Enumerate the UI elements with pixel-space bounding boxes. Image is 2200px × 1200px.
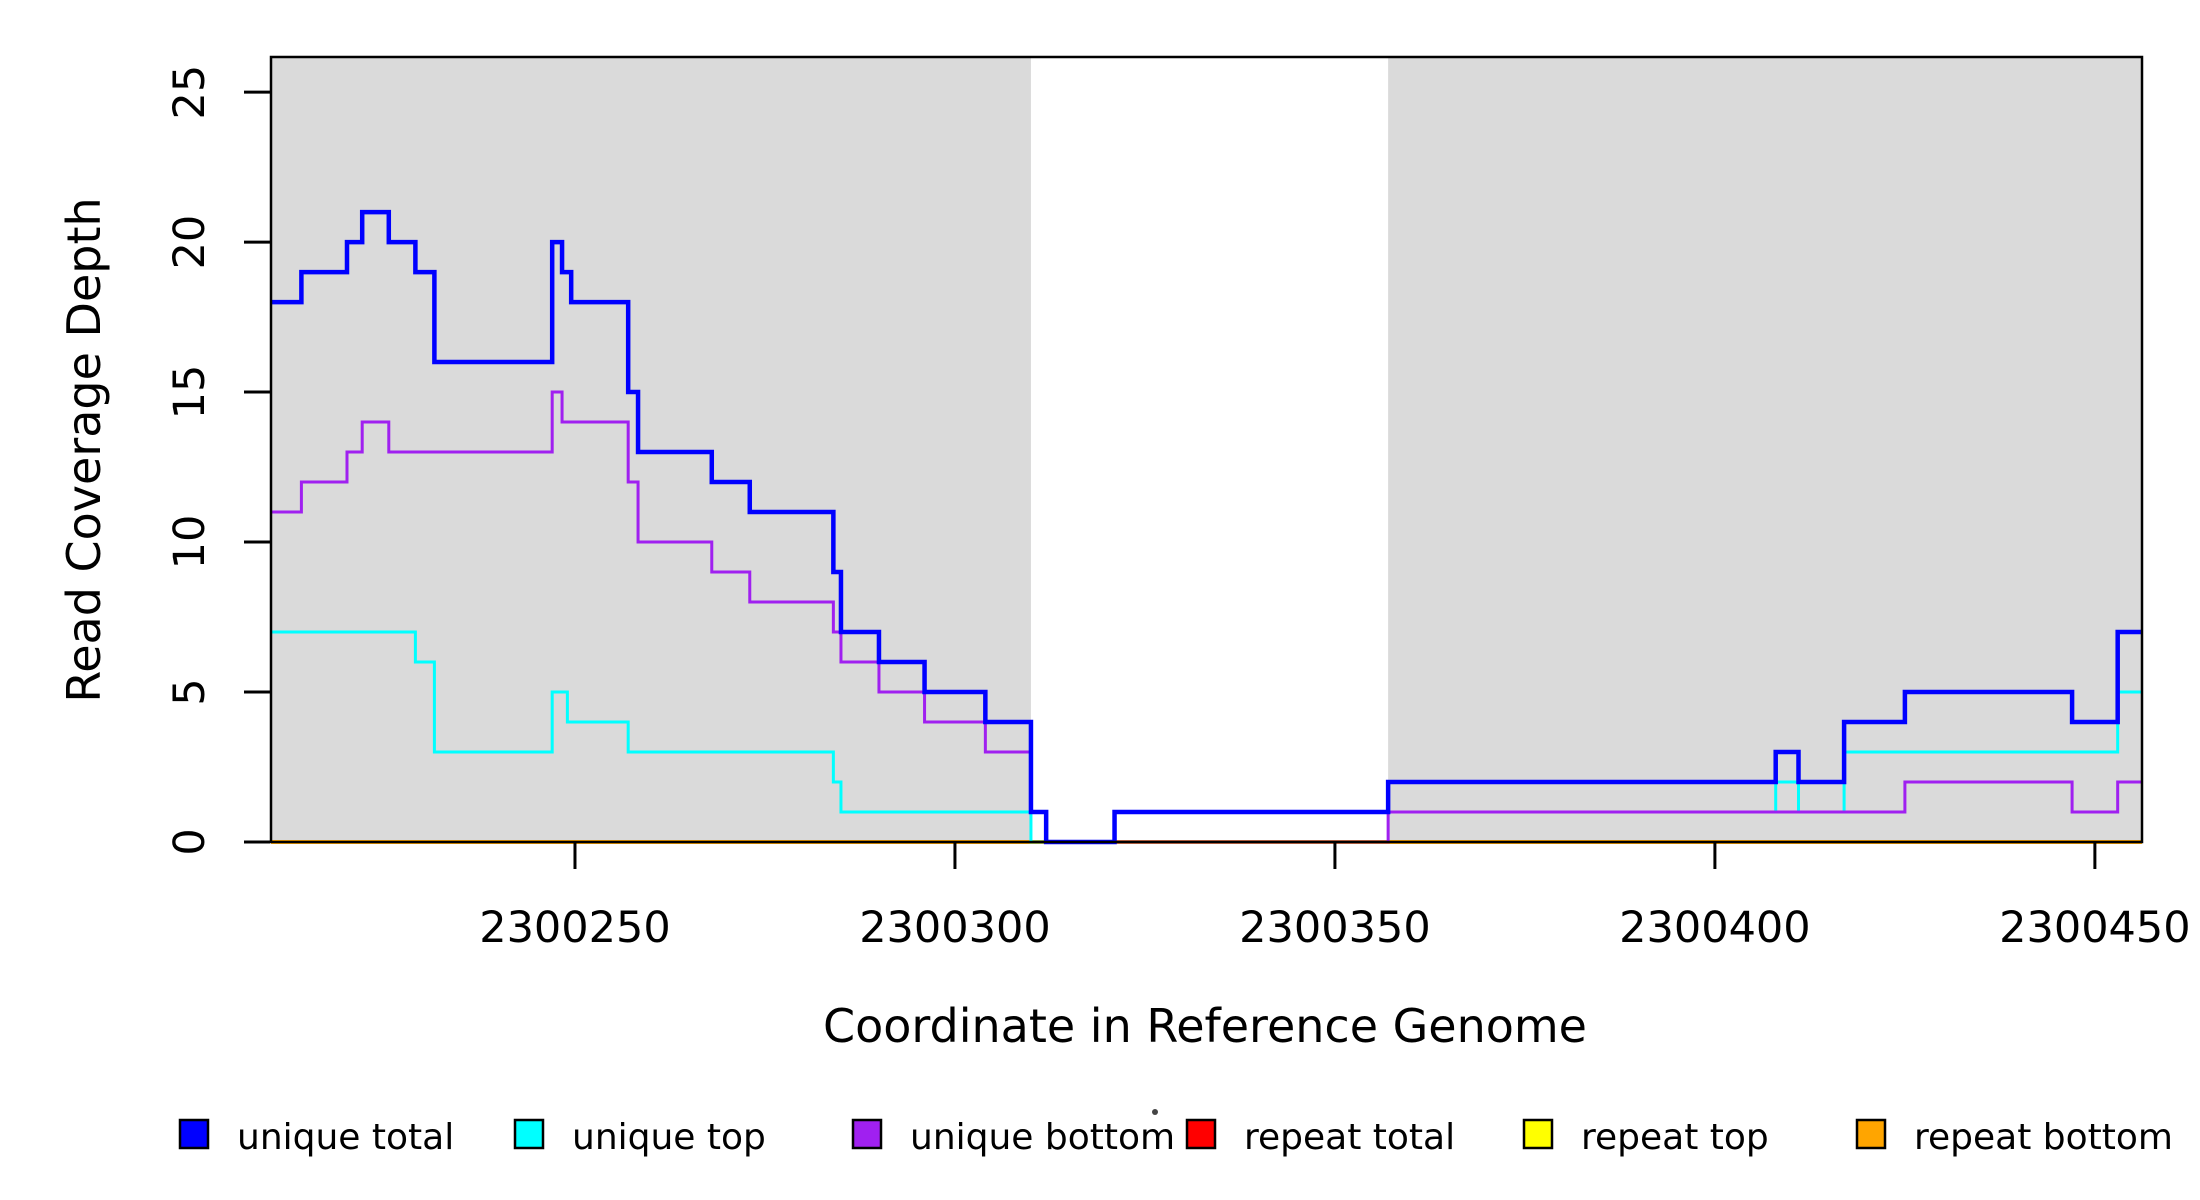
stray-dot bbox=[1152, 1109, 1158, 1115]
legend-swatch-unique-total bbox=[178, 1118, 210, 1150]
y-tick-label: 15 bbox=[165, 365, 215, 420]
legend-swatch-unique-top bbox=[513, 1118, 545, 1150]
y-tick-label: 0 bbox=[165, 828, 215, 855]
shaded-regions bbox=[271, 57, 2142, 842]
y-axis-ticks: 0 5 10 15 20 25 bbox=[165, 65, 270, 856]
legend-item-label: unique bottom bbox=[910, 1117, 1175, 1158]
shaded-region bbox=[271, 57, 1031, 842]
x-axis-title: Coordinate in Reference Genome bbox=[823, 999, 1587, 1053]
legend-item-label: repeat top bbox=[1581, 1117, 1769, 1158]
legend-swatch-repeat-top bbox=[1522, 1118, 1554, 1150]
x-axis-ticks: 2300250 2300300 2300350 2300400 2300450 bbox=[479, 843, 2191, 953]
legend-item-label: repeat bottom bbox=[1914, 1117, 2173, 1158]
legend-item-label: repeat total bbox=[1244, 1117, 1455, 1158]
x-tick-label: 2300300 bbox=[859, 903, 1051, 953]
legend-item-label: unique top bbox=[572, 1117, 766, 1158]
x-tick-label: 2300350 bbox=[1239, 903, 1431, 953]
plot-frame bbox=[269, 55, 2144, 844]
legend-swatch-repeat-total bbox=[1185, 1118, 1217, 1150]
legend-item-label: unique total bbox=[237, 1117, 454, 1158]
legend-swatch-repeat-bottom bbox=[1855, 1118, 1887, 1150]
series-line-unique-total bbox=[271, 209, 2142, 845]
x-tick-label: 2300400 bbox=[1619, 903, 1811, 953]
y-tick-label: 5 bbox=[165, 678, 215, 705]
shaded-region bbox=[1388, 57, 2142, 842]
x-tick-label: 2300250 bbox=[479, 903, 671, 953]
x-tick-label: 2300450 bbox=[1999, 903, 2191, 953]
legend-swatch-unique-bottom bbox=[851, 1118, 883, 1150]
series-line-unique-bottom bbox=[271, 390, 2142, 844]
legend: unique total unique top unique bottom repea… bbox=[178, 1117, 2173, 1158]
y-tick-label: 20 bbox=[165, 215, 215, 270]
y-tick-label: 10 bbox=[165, 515, 215, 570]
y-axis-title: Read Coverage Depth bbox=[57, 197, 111, 702]
y-tick-label: 25 bbox=[165, 65, 215, 120]
